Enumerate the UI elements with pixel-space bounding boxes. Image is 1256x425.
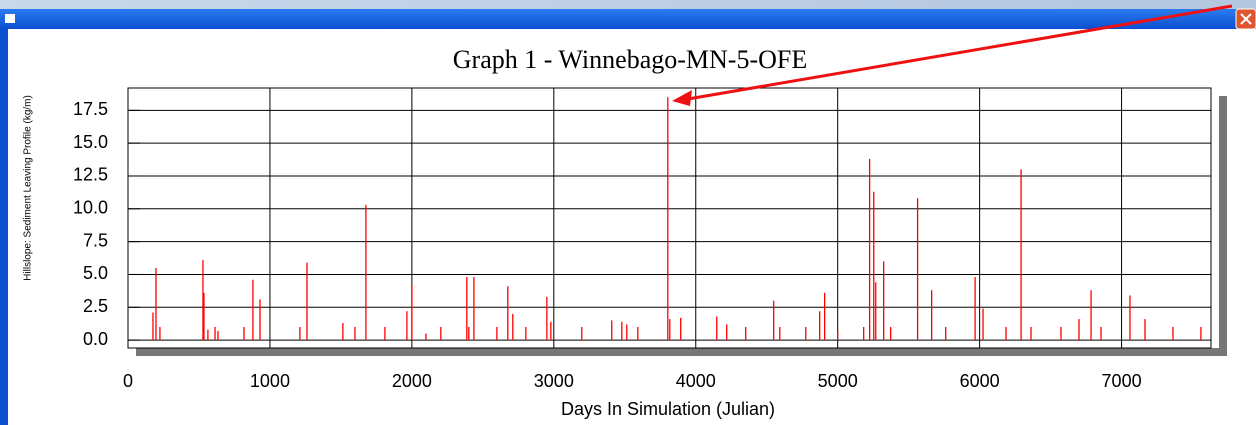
y-tick-label: 10.0 bbox=[73, 198, 108, 218]
x-tick-label: 0 bbox=[123, 371, 133, 391]
y-tick-label: 15.0 bbox=[73, 132, 108, 152]
y-tick-label: 2.5 bbox=[83, 296, 108, 316]
x-tick-label: 4000 bbox=[676, 371, 716, 391]
y-tick-label: 0.0 bbox=[83, 329, 108, 349]
x-tick-label: 1000 bbox=[250, 371, 290, 391]
close-button[interactable] bbox=[1235, 8, 1256, 30]
y-tick-label: 17.5 bbox=[73, 99, 108, 119]
y-tick-label: 12.5 bbox=[73, 165, 108, 185]
x-tick-label: 2000 bbox=[392, 371, 432, 391]
chart-title: Graph 1 - Winnebago-MN-5-OFE bbox=[453, 45, 807, 74]
y-axis-label: Hillslope: Sediment Leaving Profile (kg/… bbox=[23, 95, 34, 281]
plot-shadow bbox=[1219, 96, 1227, 356]
annotation-arrow bbox=[672, 4, 1233, 106]
window-icon bbox=[5, 14, 15, 23]
x-tick-label: 5000 bbox=[818, 371, 858, 391]
x-axis-label: Days In Simulation (Julian) bbox=[561, 399, 775, 419]
window-title-bar bbox=[0, 9, 1256, 29]
y-tick-label: 7.5 bbox=[83, 230, 108, 250]
plot-shadow bbox=[136, 348, 1227, 356]
plot-area bbox=[127, 87, 1212, 349]
x-tick-label: 7000 bbox=[1102, 371, 1142, 391]
plot: 0.0 2.5 5.0 7.5 10.0 12.5 15.0 17.5 0 1000 2000 300… bbox=[73, 88, 1211, 391]
x-tick-label: 3000 bbox=[534, 371, 574, 391]
x-tick-label: 6000 bbox=[960, 371, 1000, 391]
y-tick-label: 5.0 bbox=[83, 263, 108, 283]
